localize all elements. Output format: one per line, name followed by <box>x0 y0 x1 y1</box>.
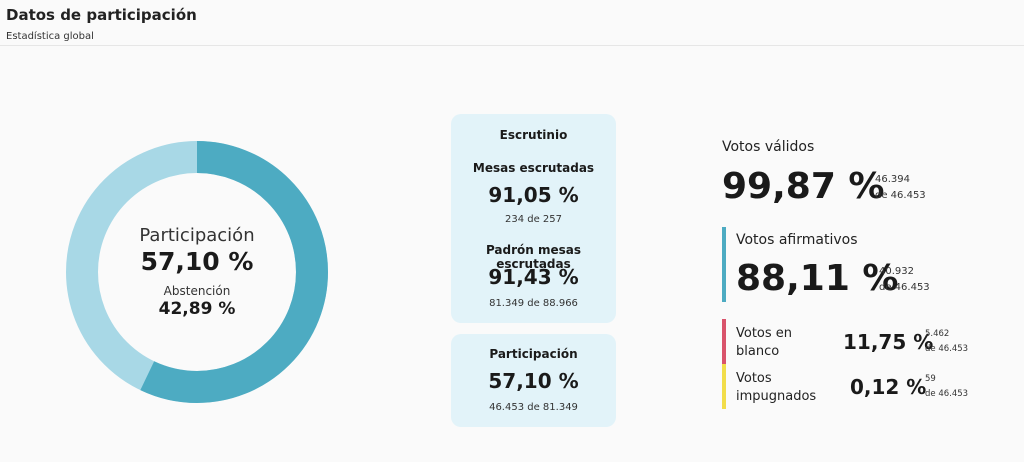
donut-subvalue: 42,89 % <box>158 299 236 319</box>
donut-sublabel: Abstención <box>163 284 231 298</box>
escrutinio-heading: Escrutinio <box>499 128 568 142</box>
votos-blanco-label-2: blanco <box>736 344 780 359</box>
mesas-label: Mesas escrutadas <box>472 161 595 175</box>
page-title: Datos de participación <box>6 6 197 24</box>
donut-value: 57,10 % <box>140 247 254 276</box>
votos-impugnados-label-1: Votos <box>736 371 772 386</box>
padron-label: Padrón mesas escrutadas <box>485 243 582 271</box>
votos-validos-total: de 46.453 <box>875 190 926 201</box>
donut-center: Participación 57,10 % Abstención 42,89 % <box>64 139 330 405</box>
participacion-card-value: 57,10 % <box>488 369 579 393</box>
donut-label: Participación <box>139 225 255 246</box>
votos-afirmativos-label: Votos afirmativos <box>736 232 858 248</box>
mesas-detail: 234 de 257 <box>504 214 563 225</box>
votos-blanco-total: de 46.453 <box>925 344 969 354</box>
votos-afirmativos-value: 88,11 % <box>736 258 899 299</box>
votos-afirmativos-bar <box>722 227 726 302</box>
votos-blanco-value: 11,75 % <box>843 330 934 354</box>
escrutinio-card: Escrutinio Mesas escrutadas 91,05 % 234 … <box>451 114 616 323</box>
participacion-card-label: Participación <box>489 347 578 361</box>
votos-impugnados-label-2: impugnados <box>736 389 817 404</box>
votos-blanco-label-1: Votos en <box>736 326 793 341</box>
donut-ring-participation <box>66 141 328 403</box>
votos-blanco-bar <box>722 319 726 364</box>
votos-validos-count: 46.394 <box>875 174 910 185</box>
donut-svg <box>66 141 328 403</box>
mesas-value: 91,05 % <box>488 183 579 207</box>
padron-value: 91,43 % <box>488 265 579 289</box>
participacion-card-detail: 46.453 de 81.349 <box>489 402 578 413</box>
page-header: Datos de participación Estadística globa… <box>0 0 1024 46</box>
participacion-card: Participación 57,10 % 46.453 de 81.349 <box>451 334 616 427</box>
page-subtitle: Estadística global <box>6 31 94 42</box>
padron-detail: 81.349 de 88.966 <box>489 298 578 309</box>
votos-validos-value: 99,87 % <box>722 166 885 207</box>
votos-afirmativos-total: de 46.453 <box>879 282 930 293</box>
votos-impugnados-bar <box>722 364 726 409</box>
votos-blanco-count: 5.462 <box>925 329 950 339</box>
votos-impugnados-value: 0,12 % <box>850 375 927 399</box>
votos-afirmativos-count: 40.932 <box>879 266 914 277</box>
votos-validos-label: Votos válidos <box>722 139 815 155</box>
participation-donut: Participación 57,10 % Abstención 42,89 % <box>64 139 330 405</box>
votos-impugnados-total: de 46.453 <box>925 389 969 399</box>
votos-impugnados-count: 59 <box>925 374 936 384</box>
